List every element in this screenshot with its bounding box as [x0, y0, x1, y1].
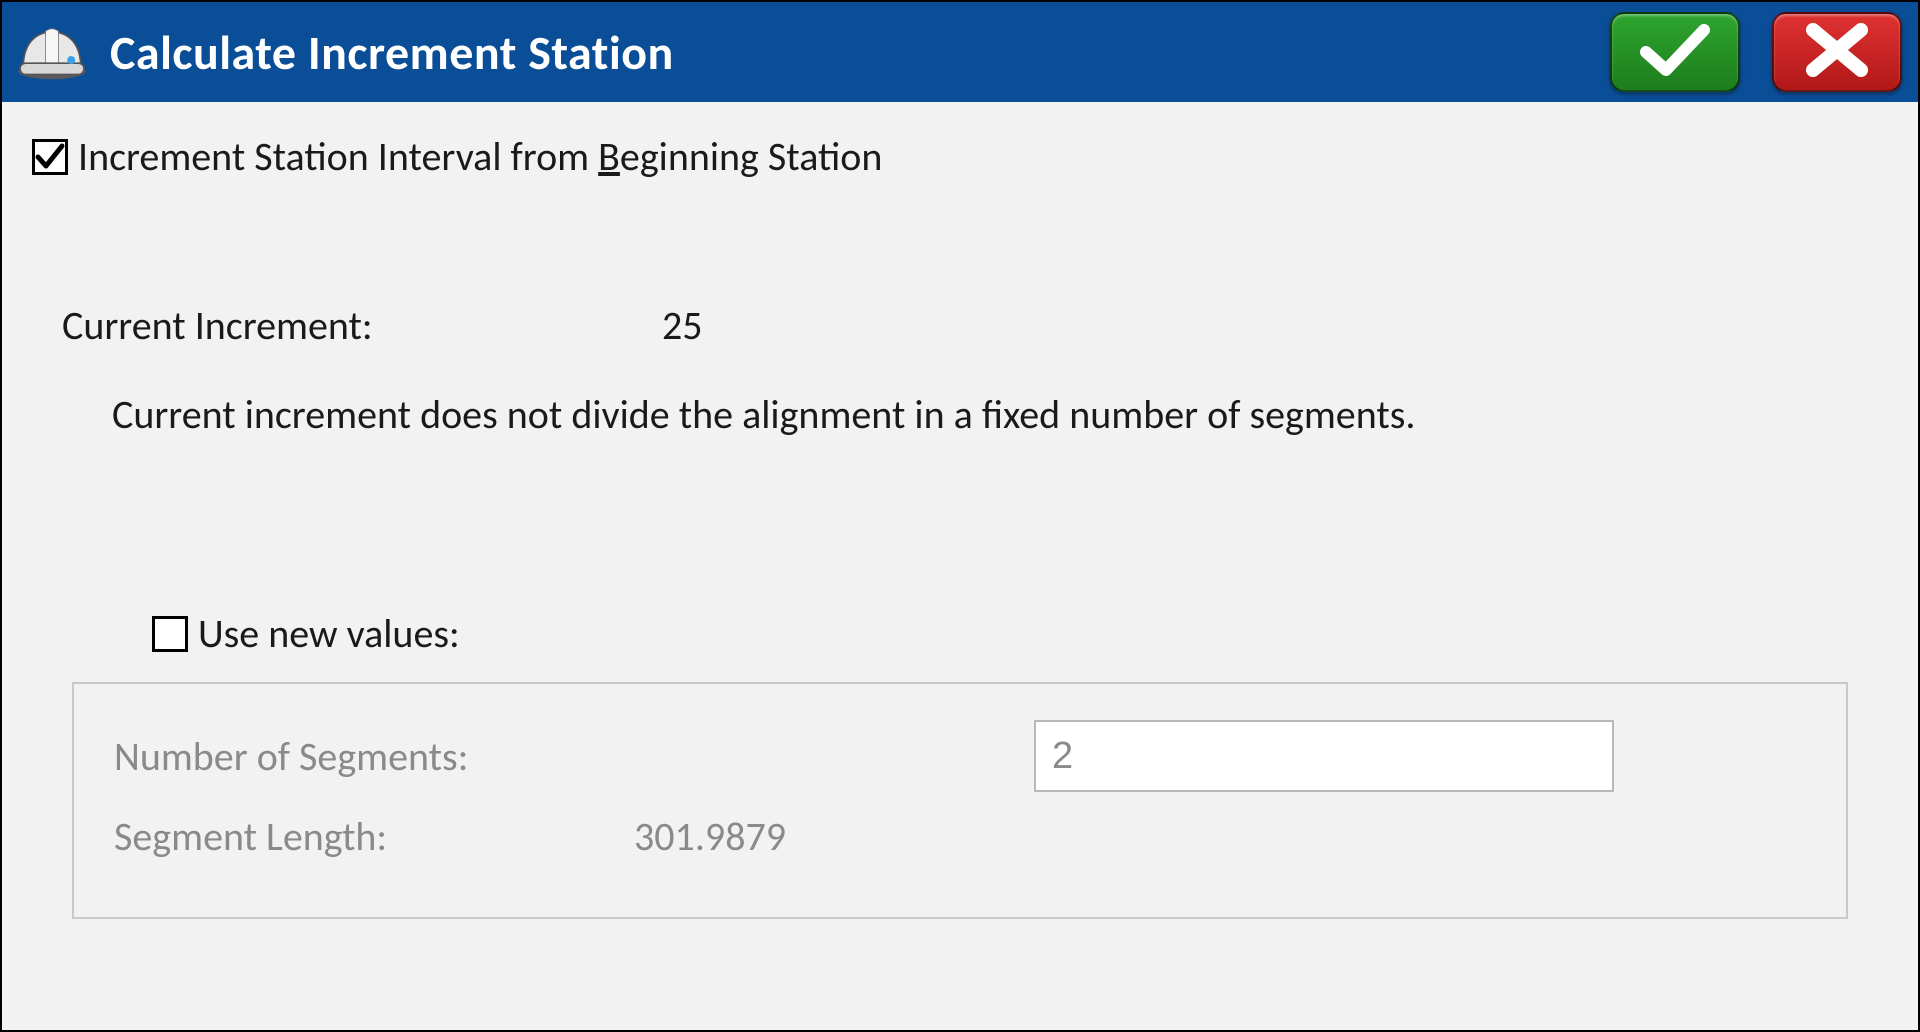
segment-length-value: 301.9879	[634, 812, 786, 861]
interval-label-mnemonic: B	[598, 132, 620, 181]
ok-button[interactable]	[1610, 12, 1740, 92]
dialog-content: Increment Station Interval from Beginnin…	[2, 102, 1918, 1030]
cancel-button[interactable]	[1772, 12, 1902, 92]
increment-warning-row: Current increment does not divide the al…	[112, 390, 1888, 439]
use-new-values-row: Use new values:	[152, 609, 1888, 658]
dialog-window: Calculate Increment Station	[0, 0, 1920, 1032]
interval-label-suffix: eginning Station	[620, 132, 882, 181]
interval-checkbox-row: Increment Station Interval from Beginnin…	[32, 132, 1888, 181]
segments-row: Number of Segments:	[114, 720, 1806, 792]
check-icon	[1640, 22, 1710, 83]
current-increment-label: Current Increment:	[62, 301, 662, 350]
segments-label: Number of Segments:	[114, 732, 634, 781]
hardhat-icon	[12, 12, 92, 92]
segment-length-row: Segment Length: 301.9879	[114, 812, 1806, 861]
current-increment-value: 25	[662, 301, 703, 350]
titlebar: Calculate Increment Station	[2, 2, 1918, 102]
x-icon	[1805, 22, 1869, 83]
interval-label-prefix: Increment Station Interval from	[78, 132, 598, 181]
current-increment-row: Current Increment: 25	[62, 301, 1888, 350]
use-new-values-label: Use new values:	[198, 609, 460, 658]
new-values-panel: Number of Segments: Segment Length: 301.…	[72, 682, 1848, 919]
segment-length-label: Segment Length:	[114, 812, 634, 861]
interval-checkbox-label: Increment Station Interval from Beginnin…	[78, 132, 882, 181]
current-increment-block: Current Increment: 25 Current increment …	[62, 301, 1888, 439]
use-new-values-checkbox[interactable]	[152, 616, 188, 652]
dialog-title: Calculate Increment Station	[110, 23, 1578, 82]
segments-input[interactable]	[1034, 720, 1614, 792]
interval-checkbox[interactable]	[32, 139, 68, 175]
increment-warning-text: Current increment does not divide the al…	[112, 390, 1415, 439]
